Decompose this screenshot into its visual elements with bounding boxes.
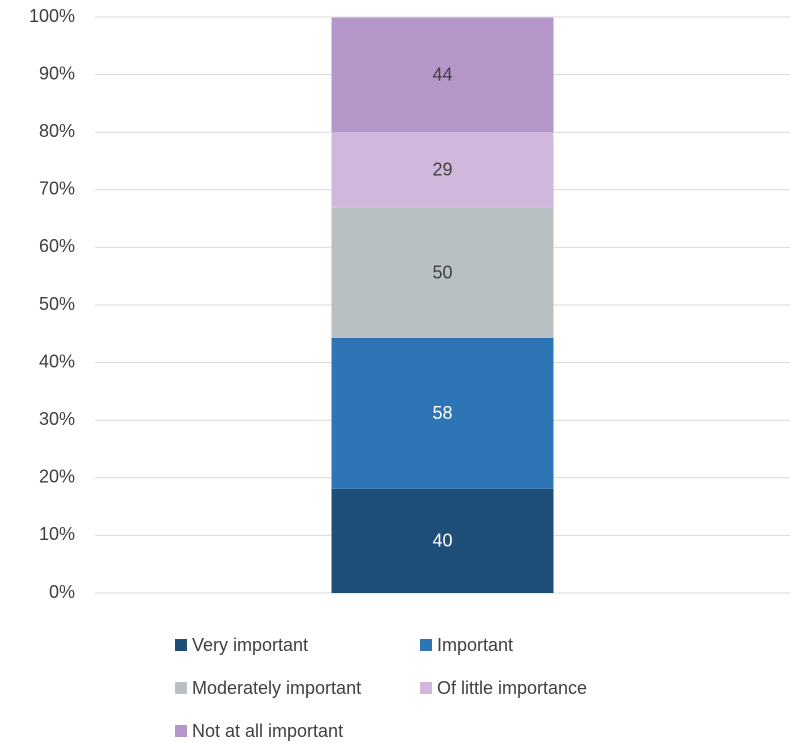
y-tick-label: 10% [39, 524, 75, 544]
y-tick-label: 0% [49, 582, 75, 602]
y-tick-label: 30% [39, 409, 75, 429]
legend-swatch [420, 682, 432, 694]
bar-segment [331, 207, 554, 338]
data-label: 40 [432, 531, 452, 551]
legend-swatch [175, 639, 187, 651]
y-tick-label: 20% [39, 467, 75, 487]
y-tick-label: 40% [39, 351, 75, 371]
data-label: 29 [432, 160, 452, 180]
legend-label: Of little importance [437, 678, 587, 698]
data-label: 58 [432, 403, 452, 423]
legend-label: Not at all important [192, 721, 343, 741]
y-tick-label: 50% [39, 294, 75, 314]
bar-segment [331, 337, 554, 489]
legend-swatch [420, 639, 432, 651]
y-tick-label: 80% [39, 121, 75, 141]
bar-segment [331, 132, 554, 208]
bar-segment [331, 17, 554, 133]
y-tick-label: 70% [39, 179, 75, 199]
legend-label: Important [437, 635, 513, 655]
data-label: 44 [432, 65, 452, 85]
legend-label: Very important [192, 635, 308, 655]
y-tick-label: 60% [39, 236, 75, 256]
legend-swatch [175, 725, 187, 737]
y-tick-label: 90% [39, 63, 75, 83]
bar-segment [331, 488, 554, 593]
legend-swatch [175, 682, 187, 694]
y-tick-label: 100% [29, 6, 75, 26]
data-label: 50 [432, 262, 452, 282]
legend-label: Moderately important [192, 678, 361, 698]
